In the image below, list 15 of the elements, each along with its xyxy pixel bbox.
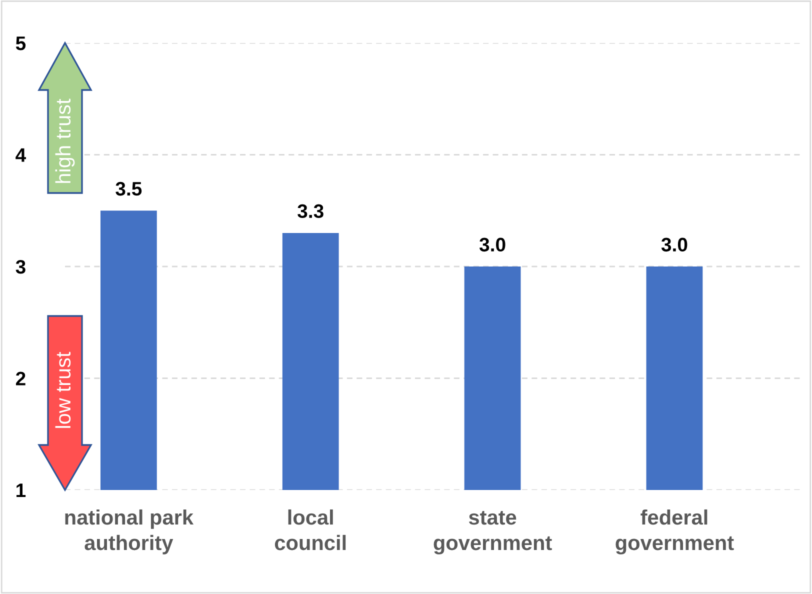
y-tick-label: 3 bbox=[16, 260, 26, 274]
data-label: 3.0 bbox=[661, 238, 688, 252]
data-label: 3.3 bbox=[298, 204, 324, 218]
y-tick-label: 5 bbox=[16, 36, 26, 50]
x-tick-label: national park authority bbox=[65, 509, 194, 554]
x-tick-label: state government bbox=[434, 510, 552, 554]
x-tick-label: federal government bbox=[616, 509, 734, 554]
y-tick-label: 4 bbox=[16, 148, 26, 162]
y-tick-label: 1 bbox=[16, 484, 26, 498]
data-label: 3.5 bbox=[116, 182, 142, 196]
annotation: low trust bbox=[55, 352, 71, 428]
data-label: 3.0 bbox=[479, 238, 506, 252]
y-tick-label: 2 bbox=[16, 372, 26, 386]
annotation: high trust bbox=[55, 98, 75, 183]
x-tick-label: local council bbox=[274, 509, 346, 550]
